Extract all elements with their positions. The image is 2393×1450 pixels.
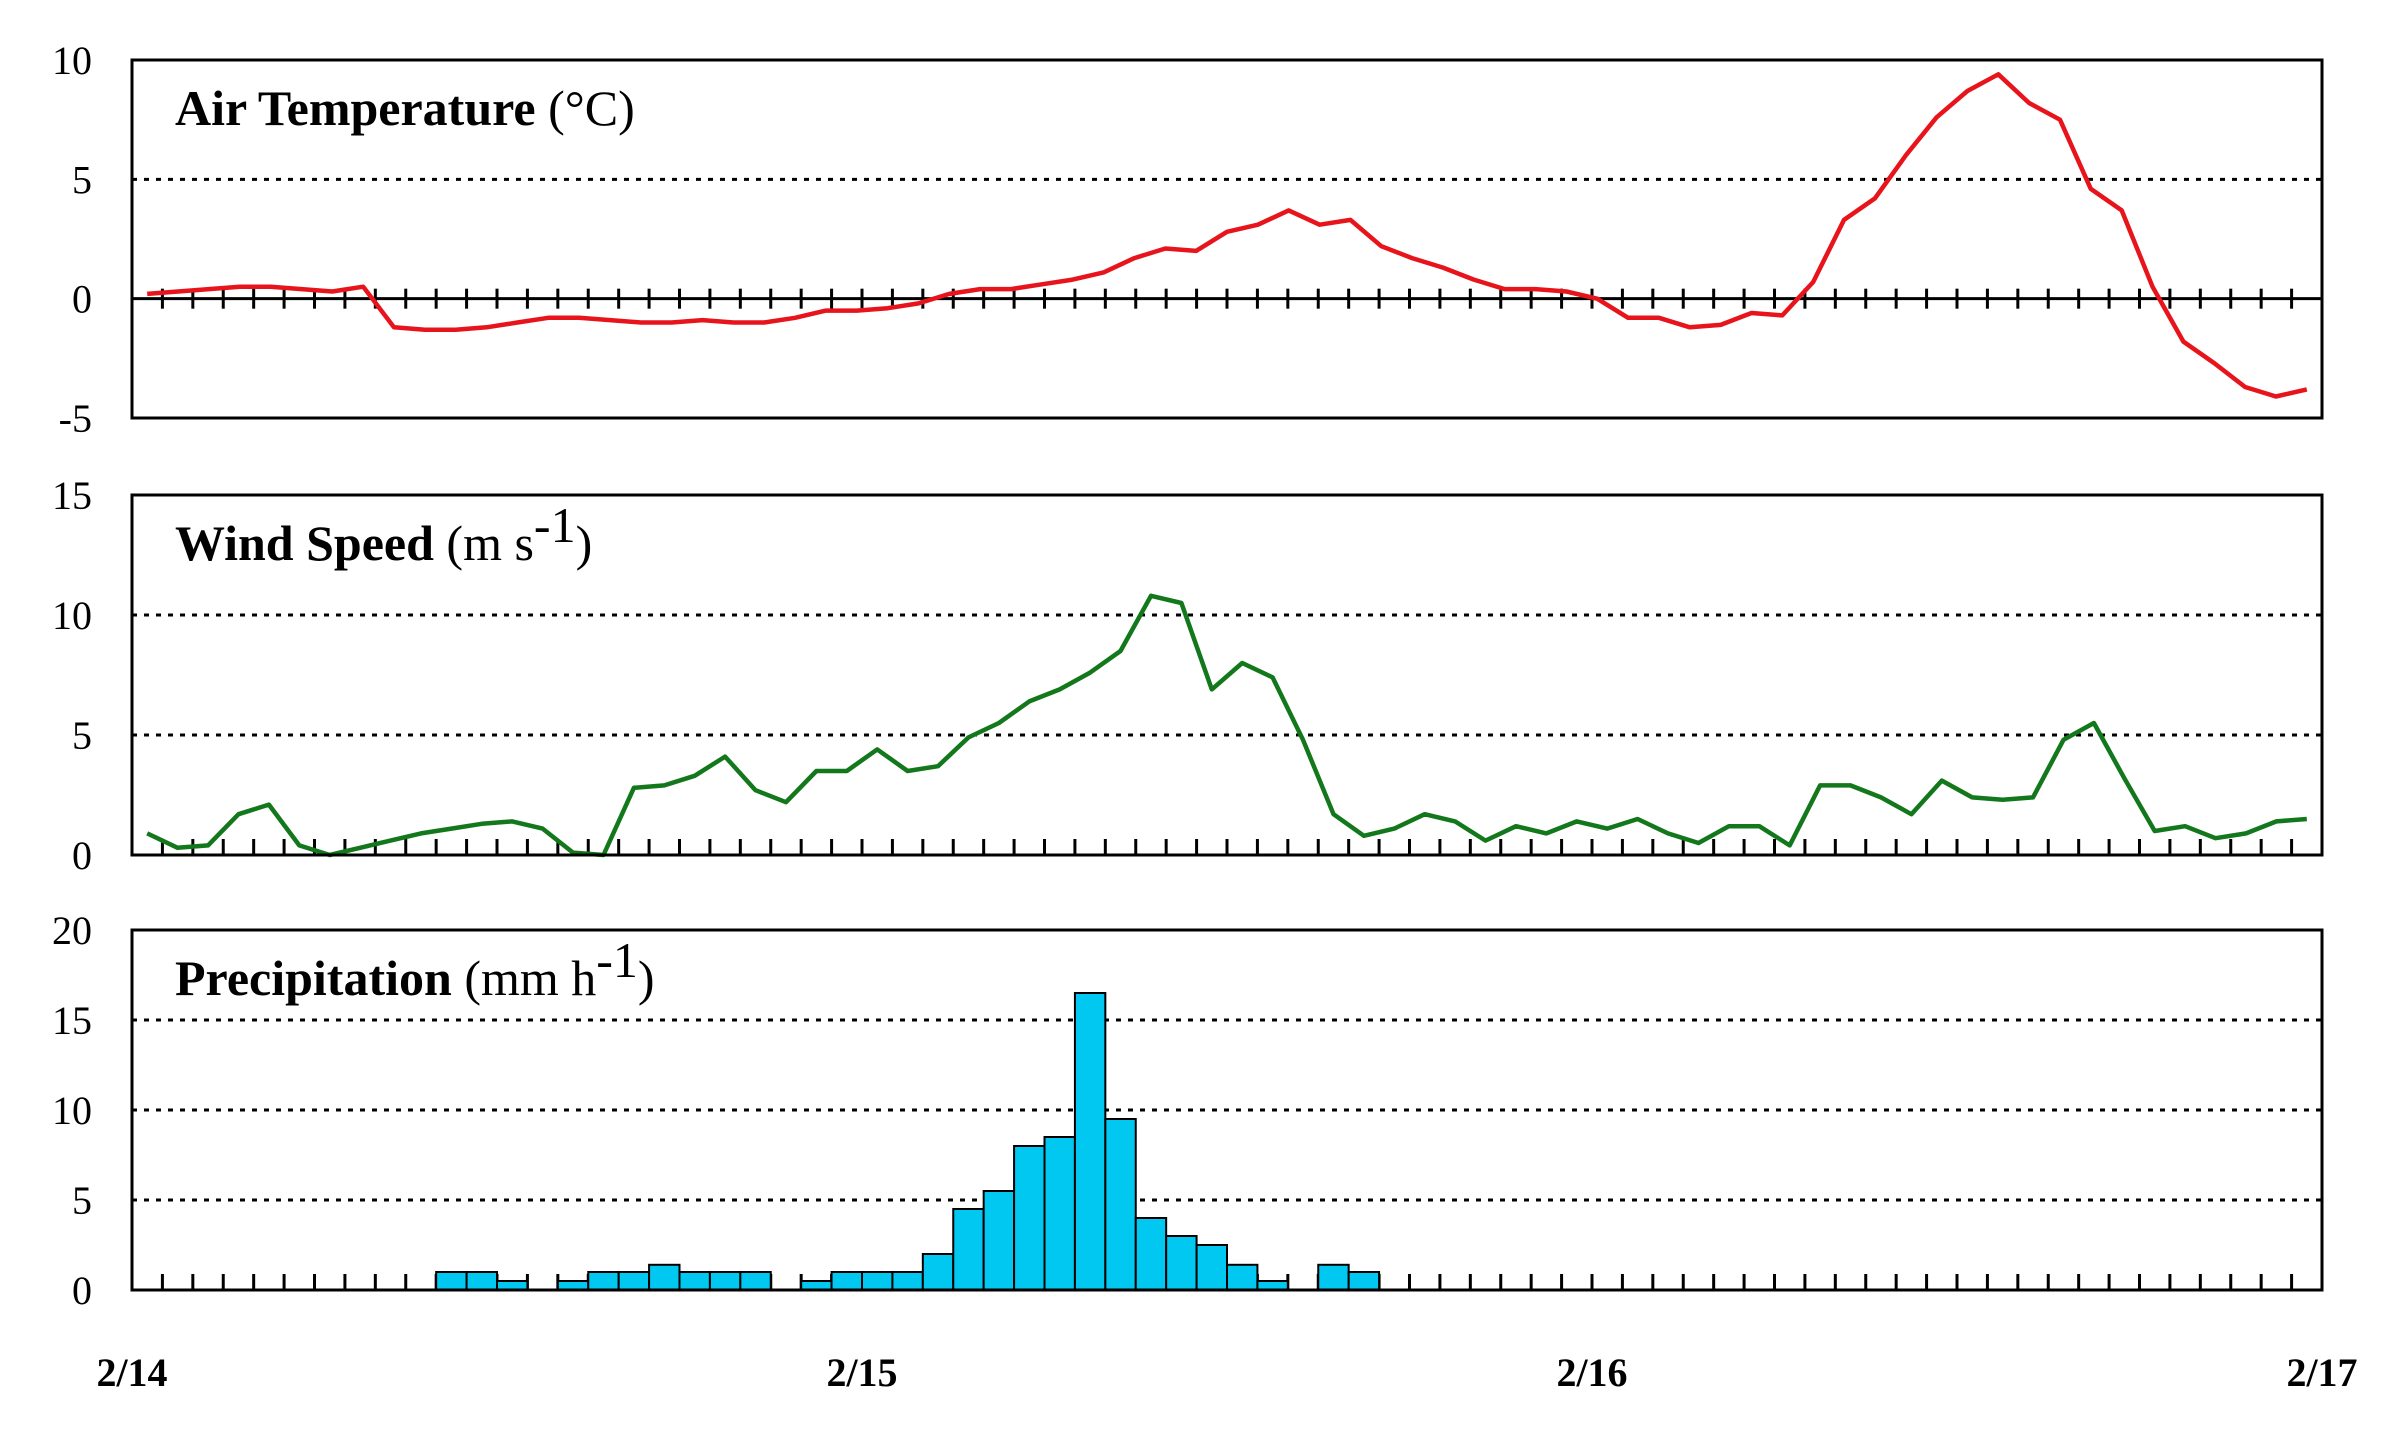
precipitation-bar bbox=[1317, 1263, 1350, 1292]
precipitation-bar bbox=[617, 1271, 651, 1291]
precipitation-bar bbox=[1226, 1263, 1259, 1292]
panel2-title: Wind Speed (m s-1) bbox=[175, 497, 592, 571]
x-date-label: 2/17 bbox=[2286, 1350, 2357, 1395]
panel1-series-line bbox=[147, 72, 2308, 399]
precipitation-bar bbox=[861, 1271, 894, 1291]
precipitation-bar bbox=[1347, 1271, 1381, 1291]
precipitation-bar bbox=[465, 1271, 499, 1291]
precipitation-bar bbox=[1165, 1235, 1198, 1291]
panel1-y-tick-label: 5 bbox=[72, 157, 92, 202]
x-date-label: 2/15 bbox=[826, 1350, 897, 1395]
precipitation-bar bbox=[982, 1190, 1016, 1291]
panel1-y-tick-label: 10 bbox=[52, 38, 92, 83]
panel3-y-tick-label: 0 bbox=[72, 1268, 92, 1313]
panel1-frame bbox=[130, 58, 2324, 420]
precipitation-bar bbox=[739, 1271, 772, 1291]
panel1-y-tick-label: 0 bbox=[72, 277, 92, 322]
precipitation-bar bbox=[1104, 1118, 1137, 1291]
precipitation-bar bbox=[921, 1253, 955, 1291]
panel3-y-tick-label: 15 bbox=[52, 998, 92, 1043]
precipitation-bar bbox=[952, 1208, 985, 1291]
panel2-y-tick-label: 15 bbox=[52, 473, 92, 518]
precipitation-bar bbox=[1134, 1217, 1168, 1291]
x-date-label: 2/16 bbox=[1556, 1350, 1627, 1395]
panel2-y-tick-label: 10 bbox=[52, 593, 92, 638]
panel2-y-tick-label: 5 bbox=[72, 713, 92, 758]
precipitation-bar bbox=[891, 1271, 924, 1291]
panel2-series-line bbox=[146, 593, 2307, 858]
panel3-title: Precipitation (mm h-1) bbox=[175, 932, 655, 1006]
precipitation-bar bbox=[1013, 1145, 1046, 1291]
precipitation-bar bbox=[1073, 992, 1107, 1291]
precipitation-bar bbox=[587, 1271, 620, 1291]
panel2-frame bbox=[130, 493, 2324, 857]
precipitation-bar bbox=[648, 1263, 681, 1292]
precipitation-bar bbox=[830, 1271, 863, 1291]
panel3-y-tick-label: 20 bbox=[52, 908, 92, 953]
panel3-frame bbox=[130, 928, 2324, 1292]
panel1-y-tick-label: -5 bbox=[59, 396, 92, 441]
x-date-label: 2/14 bbox=[96, 1350, 167, 1395]
precipitation-bar bbox=[1195, 1244, 1229, 1291]
panel1-title: Air Temperature (°C) bbox=[175, 80, 635, 136]
precipitation-bar bbox=[1043, 1136, 1076, 1291]
precipitation-bar bbox=[708, 1271, 742, 1291]
precipitation-bar bbox=[678, 1271, 711, 1291]
panel2-y-tick-label: 0 bbox=[72, 833, 92, 878]
precipitation-bar bbox=[435, 1271, 468, 1291]
panel3-y-tick-label: 10 bbox=[52, 1088, 92, 1133]
panel3-y-tick-label: 5 bbox=[72, 1178, 92, 1223]
